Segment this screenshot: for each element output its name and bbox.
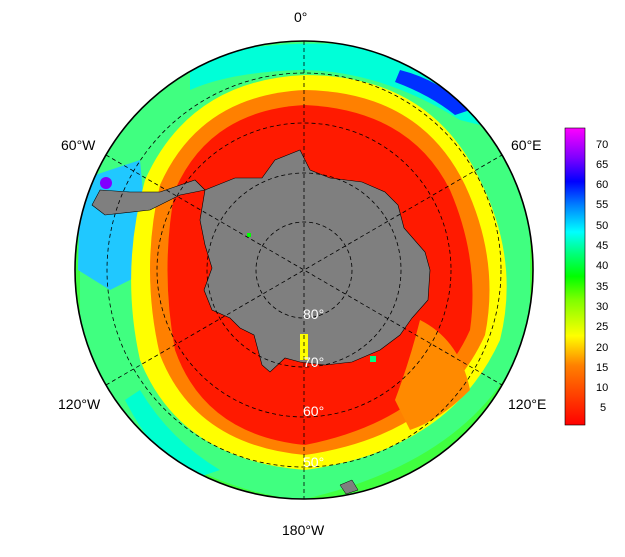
field-yellow-coastal	[300, 334, 308, 360]
antarctic-peninsula	[91, 179, 206, 216]
antarctica-land	[199, 149, 431, 373]
colorbar-tick: 65	[596, 159, 609, 171]
colorbar-tick: 40	[596, 260, 609, 272]
colorbar-tick: 60	[596, 179, 609, 191]
colorbar-tick: 45	[596, 240, 609, 252]
parallel-60	[156, 122, 452, 418]
colorbar-tick: 35	[596, 281, 609, 293]
colorbar-tick: 50	[596, 220, 609, 232]
field-green-coastal	[370, 356, 376, 362]
colorbar-tick: 70	[596, 139, 609, 151]
lat-label-80: 80°	[303, 306, 325, 322]
colorbar	[564, 127, 586, 426]
colorbar-tick: 55	[596, 199, 609, 211]
graticule	[105, 41, 503, 499]
lon-label-120e: 120°E	[508, 396, 547, 412]
lon-label-0: 0°	[294, 9, 308, 25]
lon-label-60e: 60°E	[511, 137, 542, 153]
field-blue-ne	[395, 70, 470, 115]
field-cyan-sw	[125, 390, 220, 480]
parallel-70	[206, 172, 402, 368]
lat-label-60: 60°	[303, 403, 325, 419]
colorbar-tick: 5	[600, 402, 607, 414]
colorbar-tick: 25	[596, 321, 609, 333]
field-orange-se	[395, 320, 470, 430]
parallel-80	[255, 221, 353, 319]
colorbar-tick: 30	[596, 301, 609, 313]
colorbar-tick: 20	[596, 342, 609, 354]
lat-label-50: 50°	[303, 454, 325, 470]
field-green-pixel	[247, 233, 251, 237]
lat-label-70: 70°	[303, 354, 325, 370]
lon-label-180: 180°W	[282, 522, 325, 538]
map-boundary	[74, 40, 534, 500]
island-south	[339, 479, 359, 495]
colorbar-tick: 15	[596, 362, 609, 374]
meridian-120w-60e	[105, 154, 503, 386]
lon-label-60w: 60°W	[61, 137, 96, 153]
colorbar-tick: 10	[596, 382, 609, 394]
field-purple-w	[100, 177, 112, 189]
lon-label-120w: 120°W	[58, 396, 101, 412]
meridian-60w-120e	[105, 154, 503, 386]
